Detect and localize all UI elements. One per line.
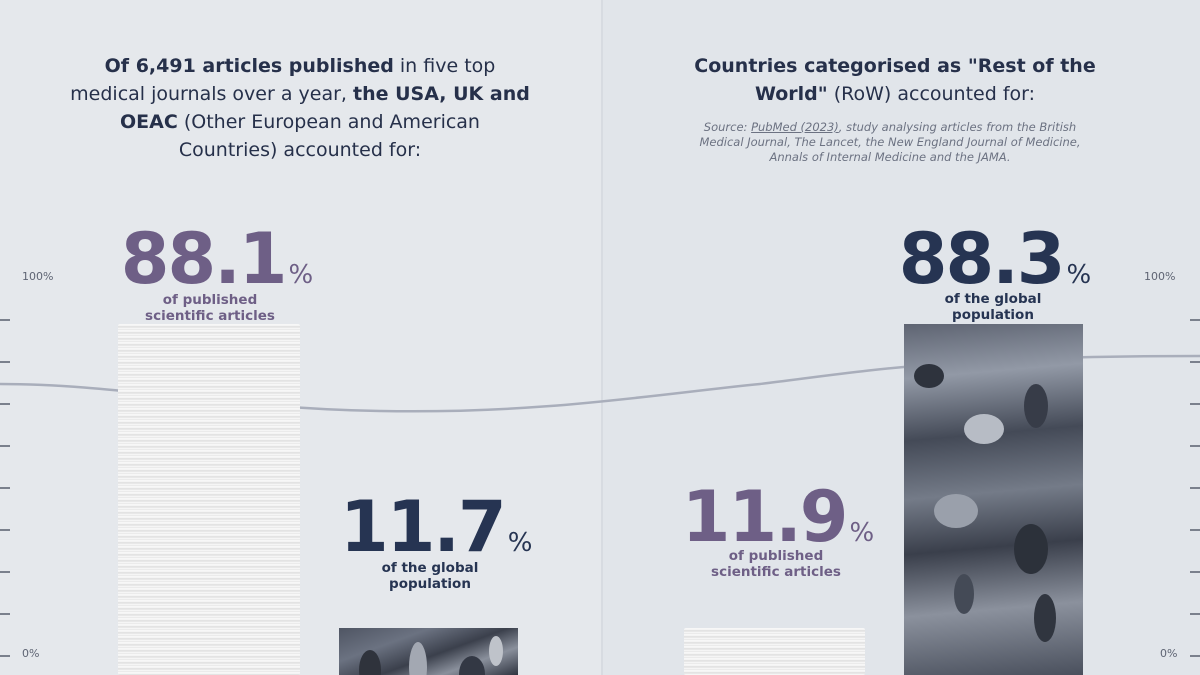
left-headline-part-2: the USA, UK and OEAC (120, 83, 530, 133)
right-articles-caption: of published scientific articles (711, 548, 841, 580)
left-axis-tick (0, 571, 10, 573)
right-population-value: 88.3% (898, 218, 1092, 300)
right-axis-tick (1190, 445, 1200, 447)
left-panel (0, 0, 601, 675)
left-articles-paper-stack (118, 324, 300, 675)
left-axis-tick (0, 403, 10, 405)
left-axis-tick (0, 445, 10, 447)
right-axis-tick (1190, 529, 1200, 531)
right-population-crowd-photo (904, 323, 1083, 675)
right-headline: Countries categorised as "Rest of the Wo… (665, 52, 1125, 108)
right-articles-paper-stack (684, 627, 865, 675)
left-axis-bottom-label: 0% (22, 647, 40, 660)
left-headline: Of 6,491 articles published in five top … (70, 52, 530, 164)
left-headline-part-0: Of 6,491 articles published (104, 55, 394, 77)
right-axis-top-label: 100% (1144, 270, 1176, 283)
source-link[interactable]: PubMed (2023) (751, 120, 839, 134)
left-axis-tick (0, 613, 10, 615)
left-headline-part-1: in five top medical journals over a year… (70, 55, 496, 105)
right-headline-part-0: Countries categorised as "Rest of the Wo… (694, 55, 1096, 105)
left-headline-part-3: (Other European and American Countries) … (177, 111, 480, 161)
right-axis-tick (1190, 319, 1200, 321)
right-panel (603, 0, 1200, 675)
left-axis-tick (0, 361, 10, 363)
left-axis-tick (0, 655, 10, 657)
left-axis-tick (0, 529, 10, 531)
left-population-crowd-photo (339, 628, 518, 675)
source-note: Source: PubMed (2023), study analysing a… (690, 120, 1090, 165)
right-axis-bottom-label: 0% (1160, 647, 1178, 660)
panel-divider (601, 0, 603, 675)
right-articles-value: 11.9% (681, 476, 875, 558)
left-population-caption: of the global population (381, 560, 479, 592)
right-axis-tick (1190, 487, 1200, 489)
right-population-caption: of the global population (944, 291, 1042, 323)
left-axis-top-label: 100% (22, 270, 54, 283)
right-axis-tick (1190, 655, 1200, 657)
left-articles-caption: of published scientific articles (145, 292, 275, 324)
right-axis-tick (1190, 403, 1200, 405)
left-articles-value: 88.1% (120, 218, 314, 300)
source-prefix: Source: (703, 120, 752, 134)
right-headline-part-1: (RoW) accounted for: (827, 83, 1036, 105)
right-axis-tick (1190, 361, 1200, 363)
left-axis-tick (0, 319, 10, 321)
right-axis-tick (1190, 613, 1200, 615)
right-axis-tick (1190, 571, 1200, 573)
left-population-value: 11.7% (340, 486, 533, 568)
left-axis-tick (0, 487, 10, 489)
source-rest: , study analysing articles from the Brit… (699, 120, 1081, 164)
